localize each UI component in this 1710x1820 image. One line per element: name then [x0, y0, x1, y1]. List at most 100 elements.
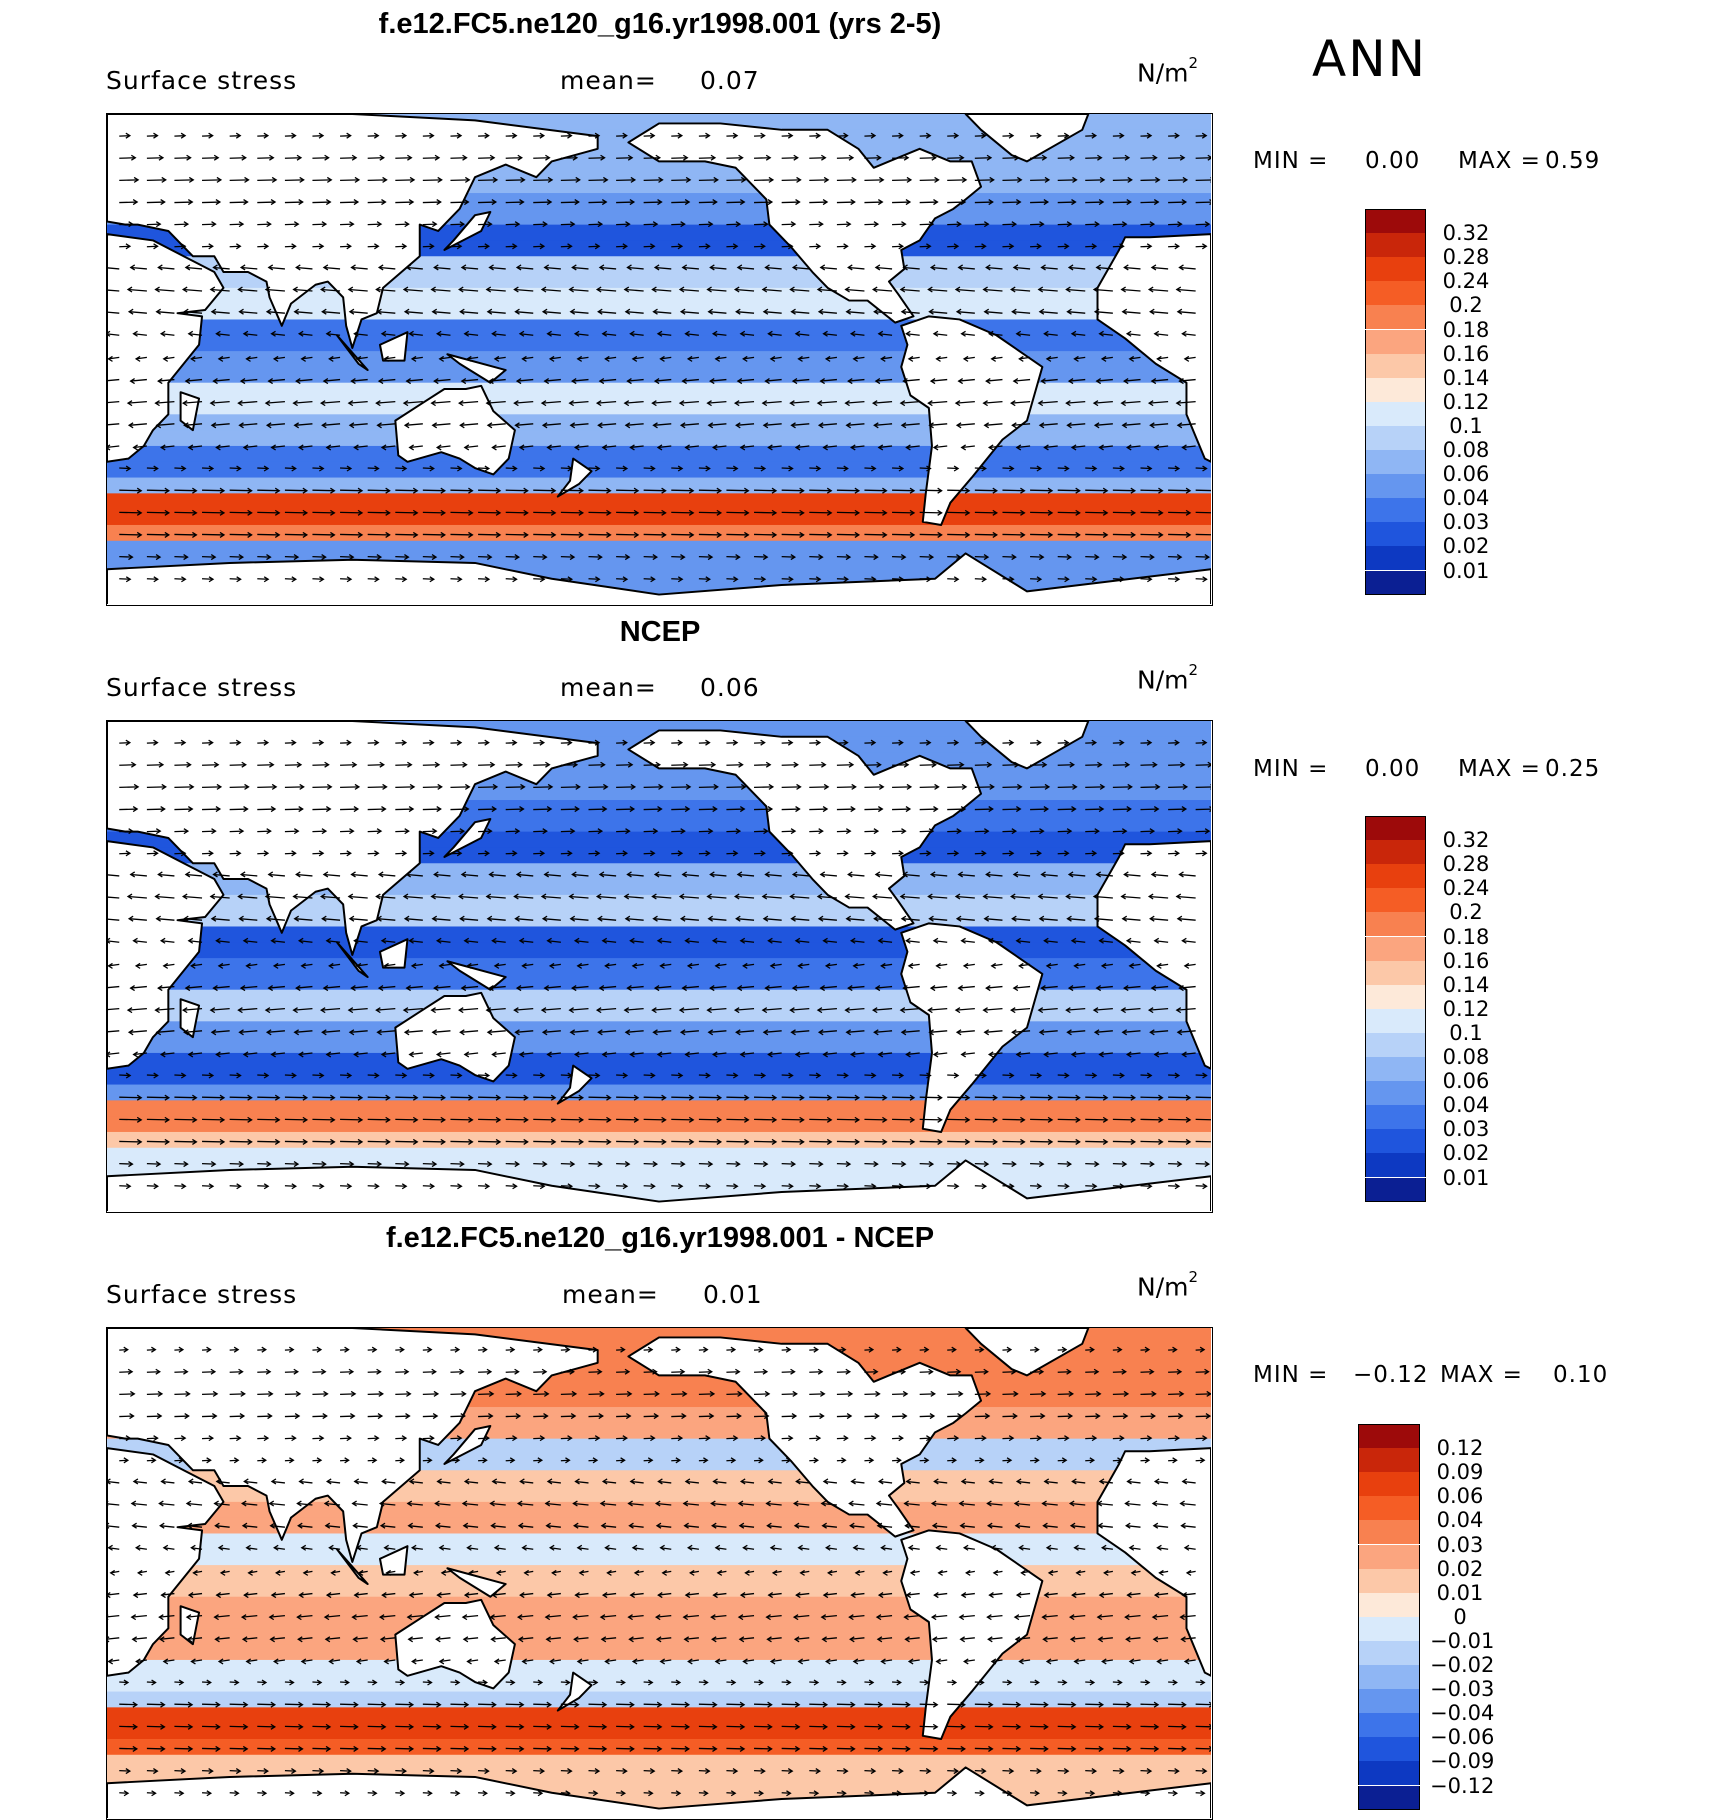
colorbar-cell	[1365, 864, 1426, 888]
colorbar-cell	[1358, 1786, 1420, 1810]
colorbar-cell	[1365, 209, 1426, 233]
panel-1-max-label: MAX =	[1458, 148, 1541, 174]
panel-3-variable: Surface stress	[106, 1280, 297, 1309]
ocean-band	[107, 1597, 1211, 1613]
colorbar-cell	[1358, 1641, 1420, 1665]
ocean-band	[107, 1533, 1211, 1549]
colorbar-tick-label: −0.02	[1430, 1653, 1490, 1677]
ocean-band	[107, 1660, 1211, 1676]
colorbar-cell	[1365, 378, 1426, 402]
colorbar-cell	[1365, 571, 1426, 595]
panel-2-variable: Surface stress	[106, 673, 297, 702]
ocean-band	[107, 525, 1211, 541]
colorbar-tick-label: 0.03	[1436, 1117, 1496, 1141]
colorbar-tick-label: 0.08	[1436, 438, 1496, 462]
ocean-band	[107, 1707, 1211, 1723]
colorbar-cell	[1365, 937, 1426, 961]
panel-1-map	[106, 113, 1213, 606]
colorbar-cell	[1365, 1153, 1426, 1177]
colorbar-cell	[1365, 888, 1426, 912]
panel-1-min-label: MIN =	[1253, 148, 1328, 174]
colorbar-tick-label: −0.04	[1430, 1701, 1490, 1725]
colorbar-cell	[1365, 546, 1426, 570]
ocean-band	[107, 1132, 1211, 1148]
panel-1-mean-label: mean=	[560, 66, 657, 95]
panel-3-title: f.e12.FC5.ne120_g16.yr1998.001 - NCEP	[386, 1222, 934, 1255]
colorbar-cell	[1365, 985, 1426, 1009]
ocean-band	[107, 990, 1211, 1006]
panel-2-min-value: 0.00	[1365, 756, 1420, 782]
colorbar-tick-label: 0.14	[1436, 973, 1496, 997]
ocean-band	[107, 335, 1211, 351]
ocean-band	[107, 1006, 1211, 1022]
ocean-band	[107, 541, 1211, 557]
colorbar-cell	[1358, 1665, 1420, 1689]
colorbar-cell	[1365, 1178, 1426, 1202]
colorbar-tick-label: 0.18	[1436, 925, 1496, 949]
colorbar-tick-label: −0.03	[1430, 1677, 1490, 1701]
ocean-band	[107, 462, 1211, 478]
panel-1-min-value: 0.00	[1365, 148, 1420, 174]
colorbar-cell	[1365, 1057, 1426, 1081]
colorbar-tick-label: −0.01	[1430, 1629, 1490, 1653]
ocean-band	[107, 509, 1211, 525]
ocean-band	[107, 493, 1211, 509]
colorbar-cell	[1365, 330, 1426, 354]
colorbar-tick-label: 0.03	[1430, 1533, 1490, 1557]
colorbar-cell	[1358, 1737, 1420, 1761]
colorbar-tick-label: 0.1	[1436, 1021, 1496, 1045]
colorbar-tick-label: −0.12	[1430, 1774, 1490, 1798]
colorbar-tick-label: 0.01	[1430, 1581, 1490, 1605]
colorbar-cell	[1358, 1448, 1420, 1472]
panel-1-units: N/m2	[1137, 58, 1198, 87]
panel-1-mean-value: 0.07	[700, 66, 760, 95]
ocean-band	[107, 414, 1211, 430]
colorbar-cell	[1365, 816, 1426, 840]
colorbar-tick-label: 0.04	[1430, 1508, 1490, 1532]
ocean-band	[107, 478, 1211, 494]
ocean-band	[107, 351, 1211, 367]
colorbar-cell	[1365, 474, 1426, 498]
colorbar-cell	[1358, 1617, 1420, 1641]
colorbar-tick-label: 0.32	[1436, 828, 1496, 852]
colorbar-tick-label: 0	[1430, 1605, 1490, 1629]
ocean-band	[107, 1021, 1211, 1037]
panel-2-map	[106, 720, 1213, 1213]
panel-2-mean-value: 0.06	[700, 673, 760, 702]
ocean-band	[107, 1644, 1211, 1660]
colorbar-cell	[1365, 912, 1426, 936]
colorbar-tick-label: 0.04	[1436, 486, 1496, 510]
ocean-band	[107, 1069, 1211, 1085]
colorbar-cell	[1365, 354, 1426, 378]
colorbar-cell	[1365, 1081, 1426, 1105]
colorbar-cell	[1365, 961, 1426, 985]
colorbar-cell	[1358, 1545, 1420, 1569]
colorbar-tick-label: 0.24	[1436, 269, 1496, 293]
colorbar-tick-label: 0.08	[1436, 1045, 1496, 1069]
colorbar-cell	[1365, 402, 1426, 426]
panel-2-max-value: 0.25	[1545, 756, 1600, 782]
season-label: ANN	[1312, 30, 1427, 88]
ocean-band	[107, 383, 1211, 399]
colorbar-tick-label: 0.12	[1430, 1436, 1490, 1460]
panel-3-max-value: 0.10	[1553, 1362, 1608, 1388]
colorbar-cell	[1365, 257, 1426, 281]
ocean-band	[107, 1549, 1211, 1565]
ocean-band	[107, 1037, 1211, 1053]
colorbar-cell	[1358, 1713, 1420, 1737]
colorbar-cell	[1358, 1424, 1420, 1448]
ocean-band	[107, 1676, 1211, 1692]
panel-3-max-label: MAX =	[1440, 1362, 1523, 1388]
colorbar-cell	[1365, 522, 1426, 546]
panel-2-max-label: MAX =	[1458, 756, 1541, 782]
colorbar-tick-label: 0.28	[1436, 852, 1496, 876]
colorbar-cell	[1365, 233, 1426, 257]
colorbar-tick-label: 0.12	[1436, 390, 1496, 414]
colorbar-tick-label: −0.09	[1430, 1749, 1490, 1773]
colorbar-cell	[1365, 305, 1426, 329]
colorbar-cell	[1365, 1129, 1426, 1153]
panel-3-mean-label: mean=	[562, 1280, 659, 1309]
ocean-band	[107, 399, 1211, 415]
panel-2-mean-label: mean=	[560, 673, 657, 702]
colorbar-cell	[1358, 1520, 1420, 1544]
